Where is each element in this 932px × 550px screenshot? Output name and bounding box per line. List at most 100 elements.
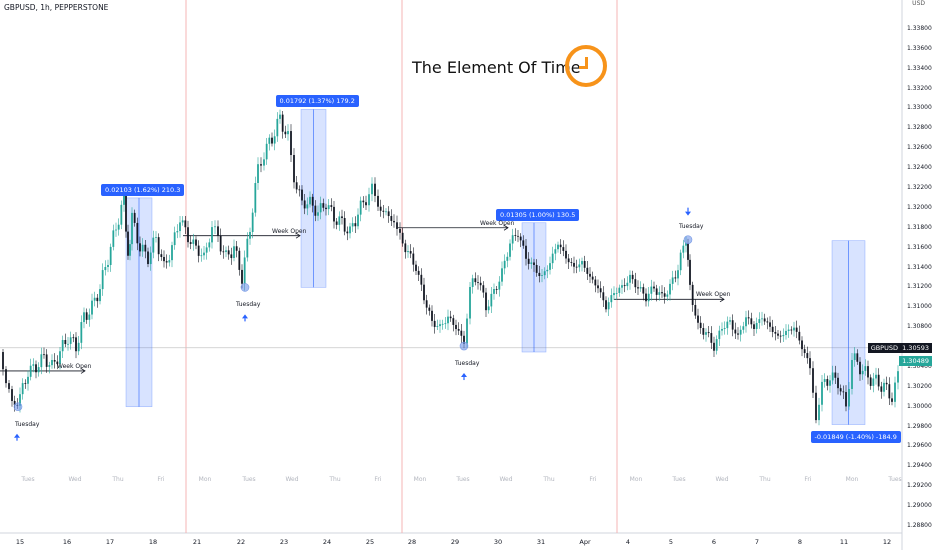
candle-body: [663, 293, 666, 297]
x-tick-label: 8: [797, 538, 803, 546]
candle-body: [482, 285, 485, 293]
candle-body: [5, 369, 7, 384]
candle-body: [246, 238, 249, 258]
candle-body: [460, 330, 463, 336]
candle-body: [444, 323, 447, 325]
candle-body: [333, 206, 335, 222]
candle-body: [637, 287, 639, 289]
candle-body: [317, 212, 319, 216]
week-open-label: Week Open: [480, 219, 515, 227]
reference-price-tag: 1.30593: [899, 342, 932, 353]
candle-body: [171, 245, 173, 261]
candle-body: [335, 221, 338, 225]
arrow-up-icon: [14, 433, 20, 438]
candle-body: [88, 314, 91, 320]
candle-body: [53, 360, 56, 362]
currency-label: USD: [912, 0, 925, 7]
x-tick-label: 22: [236, 538, 246, 546]
candle-body: [795, 327, 798, 332]
candle-body: [423, 284, 425, 301]
candle-body: [661, 292, 663, 294]
candle-body: [777, 333, 779, 336]
symbol-title: GBPUSD, 1h, PEPPERSTONE: [4, 3, 109, 12]
candle-body: [152, 237, 155, 253]
candle-body: [559, 244, 562, 248]
candle-body: [872, 378, 875, 386]
candle-body: [533, 262, 535, 265]
candle-body: [597, 285, 599, 289]
candle-body: [260, 164, 262, 166]
measure-label: 0.01305 (1.00%) 130.5: [496, 208, 580, 221]
candle-body: [144, 244, 147, 252]
tuesday-label: Tuesday: [15, 420, 40, 428]
day-of-week-label: Tues: [672, 476, 686, 483]
candle-body: [861, 370, 864, 375]
candle-body: [208, 242, 211, 248]
day-of-week-label: Wed: [68, 476, 82, 483]
candle-body: [91, 300, 93, 315]
plot-area: [0, 0, 902, 533]
candle-body: [785, 330, 787, 336]
candle-body: [455, 324, 457, 330]
candle-body: [127, 231, 129, 256]
candle-body: [774, 331, 777, 334]
candle-body: [610, 295, 613, 303]
candle-body: [602, 292, 605, 301]
candle-body: [343, 218, 346, 232]
week-open-arrow-icon: [295, 232, 301, 239]
candle-body: [891, 398, 893, 402]
candle-body: [501, 268, 503, 282]
candle-body: [514, 235, 517, 236]
candle-body: [562, 247, 565, 251]
measure-label: 0.01792 (1.37%) 179.2: [275, 95, 359, 108]
candle-body: [11, 389, 13, 401]
candle-body: [263, 159, 265, 166]
candle-body: [214, 226, 216, 228]
candle-body: [586, 267, 589, 274]
candle-body: [387, 211, 390, 217]
candle-body: [826, 379, 829, 386]
candle-body: [72, 337, 75, 339]
candle-body: [69, 337, 72, 344]
candle-body: [436, 326, 439, 327]
candle-body: [479, 282, 482, 286]
arrow-up-icon: [461, 373, 467, 378]
candle-body: [77, 342, 80, 352]
candle-body: [56, 361, 59, 365]
candle-body: [173, 232, 176, 246]
candle-body: [806, 353, 809, 359]
candle-body: [766, 321, 769, 323]
candle-body: [362, 200, 365, 203]
candle-body: [629, 274, 631, 283]
x-tick-label: 12: [882, 538, 892, 546]
candle-body: [284, 131, 287, 135]
y-tick-label: 1.33200: [907, 84, 932, 92]
candle-body: [834, 372, 837, 378]
candle-body: [737, 333, 739, 335]
candle-body: [631, 274, 634, 280]
candle-body: [165, 261, 168, 263]
candle-body: [530, 262, 533, 264]
symbol-price-tag: GBPUSD: [867, 342, 901, 353]
candle-body: [655, 288, 658, 295]
candle-body: [803, 349, 806, 354]
candle-body: [393, 220, 395, 223]
day-of-week-label: Thu: [543, 476, 555, 483]
candle-body: [101, 270, 104, 290]
candle-body: [441, 323, 444, 325]
candle-body: [594, 279, 597, 286]
y-tick-label: 1.32800: [907, 124, 932, 132]
candle-body: [61, 340, 64, 352]
x-tick-label: 24: [322, 538, 332, 546]
candle-body: [551, 253, 554, 264]
candle-body: [80, 322, 83, 343]
candle-body: [877, 374, 880, 387]
candle-body: [407, 251, 409, 253]
day-of-week-label: Tues: [21, 476, 35, 483]
candle-body: [647, 293, 650, 302]
y-tick-label: 1.31800: [907, 223, 932, 231]
candle-body: [818, 404, 820, 421]
candle-body: [567, 258, 570, 263]
candle-body: [412, 253, 415, 265]
